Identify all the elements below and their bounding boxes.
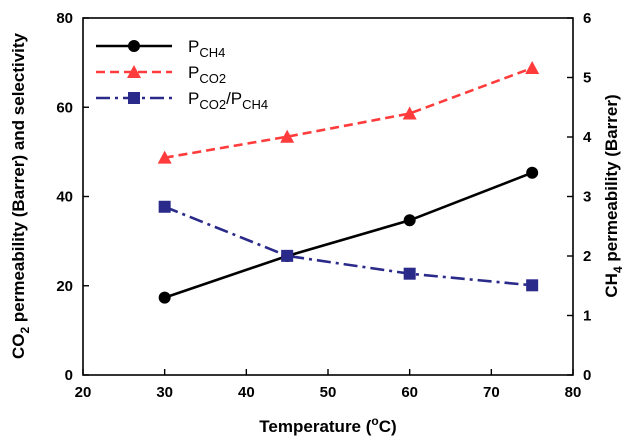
series-lines [164,66,533,299]
legend-marker-pch4 [128,40,140,52]
legend-label-selectivity: PCO2/PCH4 [188,89,268,112]
legend-marker-pco2 [127,65,141,78]
left-y-tick-label: 60 [56,99,73,116]
x-tick-label: 60 [401,384,418,401]
right-y-tick-label: 5 [583,70,591,87]
data-point-pco2 [280,129,295,143]
legend-label-pco2: PCO2 [188,63,226,86]
data-point-pco2 [157,150,172,164]
series-line-pco2 [164,66,533,159]
x-tick-label: 40 [238,384,255,401]
x-axis-title: Temperature (oC) [259,414,396,436]
left-y-tick-label: 40 [56,189,73,206]
data-point-selectivity [526,279,539,292]
x-tick-label: 80 [565,384,582,401]
data-point-pch4 [526,166,539,179]
series-line-pch4 [164,171,533,299]
legend: PCH4 PCO2 PCO2/PCH4 [96,37,268,112]
right-y-tick-label: 3 [583,189,591,206]
series-markers [157,60,540,304]
legend-item-pch4: PCH4 [96,37,225,60]
legend-item-pco2: PCO2 [96,63,226,86]
data-point-selectivity [281,249,294,262]
data-point-selectivity [403,267,416,280]
legend-item-selectivity: PCO2/PCH4 [96,89,268,112]
right-y-tick-label: 2 [583,248,591,265]
data-point-pch4 [158,291,171,304]
data-point-pco2 [525,60,540,74]
data-point-pco2 [402,106,417,120]
right-y-axis-title: CH4 permeability (Barrer) [602,94,625,297]
x-tick-label: 20 [75,384,92,401]
series-line-selectivity [164,205,533,287]
legend-marker-selectivity [128,92,140,104]
data-point-pch4 [403,214,416,227]
right-y-tick-label: 0 [583,367,591,384]
x-tick-label: 50 [320,384,337,401]
tick-marks [82,17,574,376]
left-y-tick-label: 80 [56,10,73,27]
left-y-tick-label: 0 [65,367,73,384]
x-tick-label: 70 [483,384,500,401]
x-tick-label: 30 [156,384,173,401]
legend-label-pch4: PCH4 [188,37,225,60]
left-y-axis-title: CO2 permeability (Barrer) and selectivit… [9,32,32,359]
left-y-tick-label: 20 [56,278,73,295]
data-point-selectivity [158,200,171,213]
right-y-tick-label: 4 [583,129,592,146]
right-y-tick-label: 6 [583,10,591,27]
right-y-tick-label: 1 [583,308,591,325]
